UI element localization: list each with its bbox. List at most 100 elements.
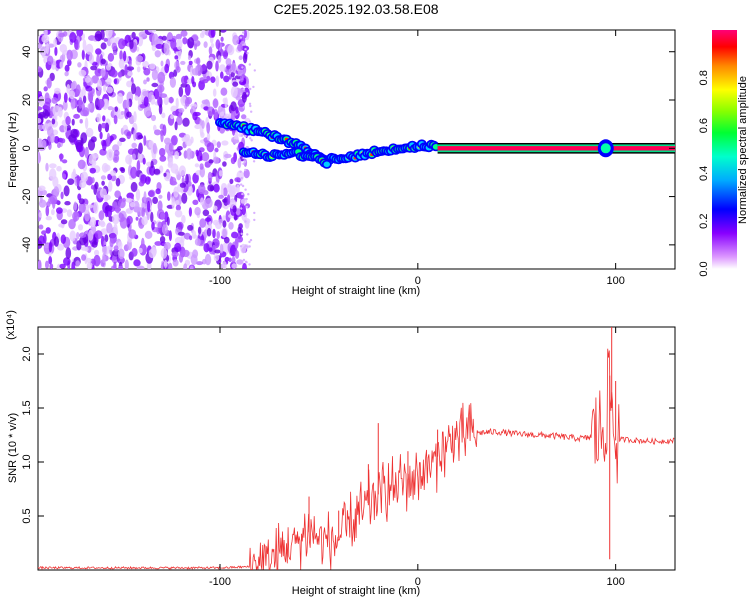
noise-blob [78,202,86,214]
colorbar-gradient [712,30,737,269]
noise-blob [76,145,84,153]
noise-blob [59,263,66,269]
noise-blob [241,91,247,103]
noise-blob [222,187,228,197]
noise-blob [253,69,256,72]
noise-blob [226,64,231,70]
noise-blob [164,242,171,250]
noise-blob [118,38,126,50]
noise-blob [199,218,207,228]
noise-blob [168,157,174,167]
noise-blob [148,93,152,103]
noise-blob [213,156,220,164]
noise-blob [94,249,100,256]
noise-blob [110,69,118,78]
noise-blob [136,160,141,172]
noise-blob [38,235,45,246]
noise-blob [45,42,50,55]
noise-blob [237,157,242,169]
noise-blob [185,138,193,147]
noise-blob [223,75,230,83]
noise-blob [169,76,176,88]
noise-blob [104,234,109,243]
noise-blob [192,111,198,121]
noise-blob [109,37,117,45]
noise-blob [181,192,188,204]
noise-blob [51,209,55,216]
branch-mid [323,161,330,168]
noise-blob [85,43,94,55]
noise-blob [228,222,234,230]
noise-blob [84,146,89,159]
noise-blob [98,123,102,133]
x-tick-label: -100 [209,275,231,287]
y-tick-label: 0.5 [21,508,33,523]
noise-blob [38,151,41,163]
noise-blob [191,76,195,85]
noise-blob [230,71,235,78]
noise-blob [56,165,62,172]
noise-blob [104,164,111,172]
noise-blob [174,209,183,218]
noise-blob [38,118,42,124]
noise-blob [167,191,171,201]
noise-blob [234,130,239,140]
noise-blob [163,95,169,106]
noise-blob [229,178,234,185]
noise-blob [103,98,110,109]
noise-blob [115,177,121,187]
noise-blob [99,188,107,199]
noise-blob [177,231,185,236]
noise-blob [249,137,252,140]
noise-blob [148,248,157,259]
noise-blob [77,224,84,231]
noise-blob [231,109,236,122]
noise-blob [215,60,219,72]
colorbar-tick-label: 0.6 [698,118,710,133]
x-tick-label: -100 [209,576,231,588]
noise-blob [180,83,188,88]
noise-blob [120,111,125,115]
noise-blob [175,33,182,40]
noise-blob [209,185,214,192]
noise-blob [78,69,87,77]
noise-blob [245,205,248,209]
noise-blob [208,46,213,55]
noise-blob [129,201,136,208]
noise-blob [138,247,143,254]
noise-blob [191,230,197,239]
noise-blob [134,95,139,101]
figure-title: C2E5.2025.192.03.58.E08 [273,1,438,17]
noise-blob [164,63,170,74]
noise-blob [84,117,89,130]
noise-blob [174,121,178,131]
noise-blob [179,182,186,188]
noise-blob [38,111,47,118]
snr-ylabel: SNR (10 * v/v) [7,413,19,483]
band-core [437,146,675,151]
colorbar-tick-label: 0.4 [698,166,710,181]
noise-blob [178,252,184,263]
noise-blob [244,220,247,223]
noise-blob [242,162,245,165]
noise-blob [157,200,163,212]
noise-blob [110,170,117,177]
noise-blob [96,113,102,123]
noise-blob [66,209,73,218]
noise-blob [126,111,132,118]
noise-blob [117,241,123,250]
noise-blob [180,30,188,37]
noise-blob [171,197,175,209]
noise-blob [131,153,136,160]
noise-blob [174,151,180,160]
noise-blob [122,50,127,62]
noise-blob [210,30,216,38]
noise-blob [240,207,243,210]
noise-blob [235,207,241,216]
noise-blob [81,86,86,98]
noise-blob [101,122,107,129]
noise-blob [173,186,179,198]
noise-blob [243,198,246,201]
colorbar-label: Normalized spectral amplitude [737,76,749,224]
